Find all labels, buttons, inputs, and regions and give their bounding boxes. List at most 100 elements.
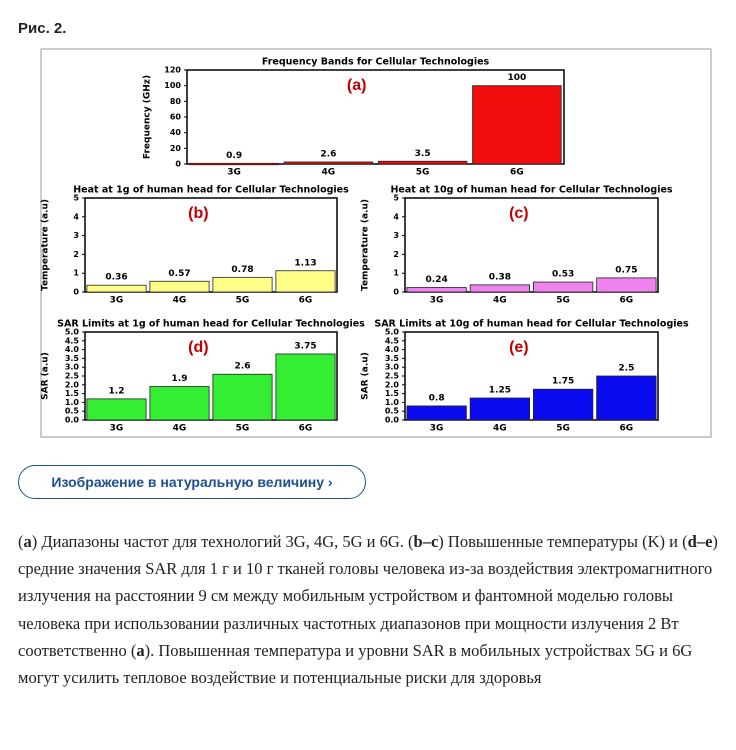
bar xyxy=(212,276,273,293)
y-tick-label: 0.5 xyxy=(385,407,400,416)
y-tick-label: 40 xyxy=(170,128,182,137)
value-label: 0.9 xyxy=(226,151,242,161)
value-label: 2.6 xyxy=(320,149,336,159)
y-tick-label: 0.0 xyxy=(65,416,80,425)
value-label: 0.78 xyxy=(231,265,253,275)
value-label: 0.24 xyxy=(426,275,448,285)
value-label: 0.8 xyxy=(429,393,445,403)
bar xyxy=(189,162,279,166)
value-label: 2.5 xyxy=(618,364,634,374)
y-tick-label: 2 xyxy=(73,250,79,259)
y-tick-label: 1.5 xyxy=(385,389,400,398)
caption-text: ). Повышенная температура и уровни SAR в… xyxy=(18,640,693,688)
x-tick-label: 4G xyxy=(173,296,187,306)
bar xyxy=(469,284,531,293)
y-tick-label: 5.0 xyxy=(65,328,80,337)
chart-title: Frequency Bands for Cellular Technologie… xyxy=(262,57,490,68)
x-tick-label: 3G xyxy=(430,424,444,434)
y-tick-label: 2.0 xyxy=(385,380,400,389)
y-tick-label: 2.5 xyxy=(385,372,400,381)
x-tick-label: 5G xyxy=(236,296,250,306)
y-tick-label: 4 xyxy=(73,212,79,221)
panel-label: (a) xyxy=(347,77,367,94)
value-label: 3.75 xyxy=(294,342,316,352)
x-tick-label: 4G xyxy=(322,168,336,178)
y-tick-label: 5 xyxy=(73,194,79,203)
y-tick-label: 3.5 xyxy=(65,354,80,363)
figure-label: Рис. 2. xyxy=(18,20,67,37)
y-tick-label: 100 xyxy=(164,81,181,90)
value-label: 1.2 xyxy=(109,386,125,396)
value-label: 3.5 xyxy=(415,149,431,159)
y-tick-label: 4.5 xyxy=(385,336,400,345)
value-label: 0.53 xyxy=(552,270,574,280)
bar xyxy=(149,386,210,421)
value-label: 1.25 xyxy=(489,386,511,396)
chart-title: Heat at 10g of human head for Cellular T… xyxy=(390,185,672,196)
y-tick-label: 0.0 xyxy=(385,416,400,425)
bar xyxy=(149,280,210,293)
x-tick-label: 3G xyxy=(227,168,241,178)
value-label: 1.75 xyxy=(552,377,574,387)
bar xyxy=(283,161,374,165)
x-tick-label: 4G xyxy=(493,424,507,434)
x-tick-label: 6G xyxy=(510,168,524,178)
y-tick-label: 1.0 xyxy=(385,398,400,407)
full-size-button[interactable]: Изображение в натуральную величину › xyxy=(18,465,366,499)
bar xyxy=(406,287,467,293)
y-axis-label: Temperature (a.u) xyxy=(361,199,371,291)
caption-panel-ref: d–e xyxy=(687,532,713,551)
plot-frame xyxy=(186,69,565,165)
y-tick-label: 3 xyxy=(393,231,399,240)
caption-text: ) Диапазоны частот для технологий 3G, 4G… xyxy=(31,532,414,551)
y-tick-label: 80 xyxy=(170,97,182,106)
y-tick-label: 1 xyxy=(73,269,79,278)
x-tick-label: 5G xyxy=(236,424,250,434)
figure-frame xyxy=(40,48,712,438)
value-label: 100 xyxy=(507,73,526,83)
y-tick-label: 3.0 xyxy=(65,363,80,372)
caption: (a) Диапазоны частот для технологий 3G, … xyxy=(18,528,718,691)
bar xyxy=(406,405,467,421)
bar xyxy=(469,397,531,421)
y-tick-label: 1 xyxy=(393,269,399,278)
caption-panel-ref: a xyxy=(136,640,145,660)
x-tick-label: 5G xyxy=(416,168,430,178)
figure: Frequency Bands for Cellular Technologie… xyxy=(40,48,712,438)
value-label: 0.38 xyxy=(489,272,511,282)
y-tick-label: 4 xyxy=(393,212,399,221)
y-tick-label: 4.0 xyxy=(65,345,80,354)
bar xyxy=(275,270,336,293)
y-tick-label: 2.5 xyxy=(65,372,80,381)
panel-label: (d) xyxy=(188,339,208,356)
y-tick-label: 3.5 xyxy=(385,354,400,363)
x-tick-label: 4G xyxy=(493,296,507,306)
value-label: 0.57 xyxy=(168,269,190,279)
y-axis-label: Temperature (a.u) xyxy=(41,199,51,291)
y-tick-label: 5 xyxy=(393,194,399,203)
y-tick-label: 0 xyxy=(175,160,181,169)
value-label: 0.36 xyxy=(105,273,127,283)
y-tick-label: 2.0 xyxy=(65,380,80,389)
y-tick-label: 120 xyxy=(164,66,181,75)
caption-text: ) средние значения SAR для 1 г и 10 г тк… xyxy=(18,532,718,660)
bar xyxy=(212,373,273,421)
y-tick-label: 1.0 xyxy=(65,398,80,407)
plot-frame xyxy=(404,197,659,293)
y-tick-label: 60 xyxy=(170,113,182,122)
bar xyxy=(472,85,562,165)
y-axis-label: SAR (a.u) xyxy=(41,352,51,400)
y-tick-label: 0 xyxy=(73,288,79,297)
x-tick-label: 6G xyxy=(299,424,313,434)
chart-title: SAR Limits at 1g of human head for Cellu… xyxy=(57,319,365,330)
bar xyxy=(596,375,657,421)
x-tick-label: 4G xyxy=(173,424,187,434)
caption-panel-ref: b–c xyxy=(413,532,439,551)
x-tick-label: 6G xyxy=(299,296,313,306)
y-tick-label: 5.0 xyxy=(385,328,400,337)
bar xyxy=(596,277,657,293)
x-tick-label: 3G xyxy=(110,424,124,434)
bar xyxy=(532,281,594,293)
caption-panel-ref: a xyxy=(23,532,32,551)
